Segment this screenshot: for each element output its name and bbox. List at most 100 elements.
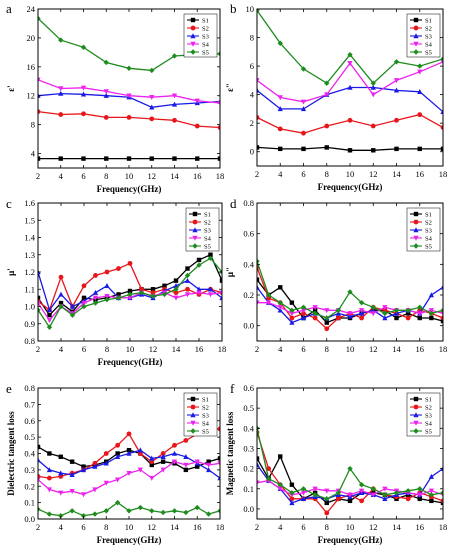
data-point	[69, 459, 75, 464]
data-point	[217, 475, 220, 481]
y-tick-label: 0.2	[24, 481, 35, 491]
x-tick-label: 8	[325, 522, 329, 532]
data-point	[69, 488, 75, 494]
x-tick-label: 12	[369, 522, 378, 532]
legend-marker	[192, 235, 198, 241]
x-tick-label: 14	[392, 344, 401, 354]
data-point	[205, 511, 212, 517]
data-point	[440, 284, 443, 290]
data-point	[347, 84, 353, 90]
data-point	[324, 92, 330, 98]
x-tick-label: 12	[149, 344, 158, 354]
legend-label: S5	[204, 244, 211, 251]
data-point	[46, 467, 52, 473]
legend-label: S5	[202, 429, 209, 436]
x-tick-label: 18	[216, 522, 225, 532]
data-point	[115, 451, 120, 456]
data-point	[440, 108, 443, 114]
data-point	[185, 286, 190, 292]
data-point	[138, 290, 145, 296]
data-point	[440, 498, 443, 504]
data-point	[440, 315, 443, 321]
data-point	[38, 307, 41, 313]
data-point	[58, 454, 63, 459]
data-point	[104, 156, 109, 161]
data-point	[47, 312, 52, 318]
x-tick-label: 16	[416, 522, 425, 532]
legend-label: S4	[425, 236, 433, 243]
data-point	[300, 315, 307, 321]
data-point	[277, 106, 283, 112]
data-point	[137, 504, 144, 511]
legend-label: S1	[202, 397, 209, 404]
x-tick-label: 18	[439, 344, 448, 354]
series-line-S3	[257, 86, 443, 113]
legend-marker	[192, 243, 198, 249]
data-point	[103, 115, 109, 120]
data-point	[358, 482, 365, 488]
data-point	[115, 442, 121, 448]
data-point	[171, 450, 178, 456]
data-point	[46, 307, 53, 313]
data-point	[206, 462, 212, 468]
data-point	[207, 286, 214, 292]
data-point	[393, 307, 400, 314]
data-point	[185, 266, 190, 271]
data-point	[115, 295, 122, 301]
data-point	[58, 90, 64, 96]
x-tick-label: 18	[216, 171, 225, 181]
data-point	[127, 260, 133, 266]
data-point	[217, 461, 220, 467]
data-point	[257, 78, 260, 84]
data-point	[405, 315, 411, 321]
data-point	[103, 92, 109, 98]
data-point	[257, 480, 260, 486]
data-point	[127, 291, 133, 298]
y-tick-label: 0.1	[24, 498, 35, 508]
data-point	[80, 44, 87, 51]
data-point	[38, 506, 41, 512]
data-point	[137, 467, 143, 473]
y-tick-label: 1.1	[24, 284, 35, 294]
x-tick-label: 12	[369, 169, 378, 179]
data-point	[80, 467, 87, 473]
y-tick-label: 1.0	[24, 302, 35, 312]
legend-label: S1	[202, 18, 209, 25]
y-tick-label: 1.4	[24, 233, 35, 243]
legend-marker	[192, 227, 198, 233]
data-point	[300, 308, 307, 314]
y-tick-label: 0	[250, 147, 254, 157]
y-tick-label: 0.8	[24, 336, 35, 346]
x-tick-label: 8	[105, 344, 109, 354]
data-point	[219, 295, 222, 301]
data-point	[81, 303, 87, 310]
data-point	[81, 300, 87, 306]
data-point	[393, 78, 400, 84]
data-point	[324, 123, 330, 129]
data-point	[104, 293, 110, 299]
data-point	[58, 300, 64, 306]
data-point	[103, 59, 109, 66]
data-point	[429, 315, 434, 321]
data-point	[103, 508, 109, 514]
x-tick-label: 4	[59, 522, 64, 532]
data-point	[38, 295, 41, 301]
data-point	[440, 490, 443, 496]
x-tick-label: 12	[148, 171, 157, 181]
x-tick-label: 16	[193, 171, 202, 181]
legend-marker	[190, 420, 196, 426]
data-point	[171, 53, 178, 59]
data-point	[266, 466, 272, 472]
data-point	[289, 307, 295, 314]
data-point	[393, 490, 400, 496]
data-point	[300, 486, 307, 492]
y-tick-label: 12	[27, 91, 36, 101]
legend-marker	[413, 41, 419, 47]
data-point	[183, 462, 189, 468]
data-point	[324, 308, 330, 314]
data-point	[300, 99, 307, 105]
data-point	[171, 508, 178, 514]
data-point	[194, 504, 200, 511]
y-tick-label: 0.7	[24, 399, 35, 409]
data-point	[324, 315, 330, 321]
